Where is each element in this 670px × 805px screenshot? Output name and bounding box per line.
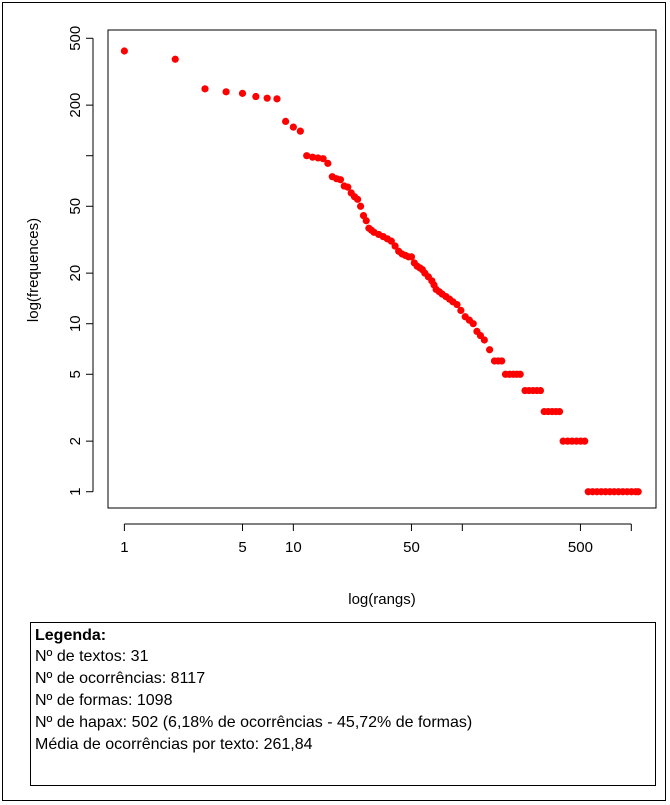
y-tick-label: 5 <box>67 370 84 378</box>
data-point <box>391 242 399 250</box>
plot-area-border <box>107 29 657 509</box>
legend-line-forms: Nº de formas: 1098 <box>35 692 173 709</box>
data-point <box>289 123 297 131</box>
data-point <box>319 155 327 163</box>
y-axis-label: log(frequences) <box>25 218 42 322</box>
data-point <box>201 85 209 93</box>
data-point <box>498 357 506 365</box>
zipf-plot: 1 5 10 50 500 1 2 5 10 20 50 200 500 log(rangs) log… <box>25 26 657 608</box>
data-point <box>362 217 370 225</box>
y-tick-label: 200 <box>67 93 84 118</box>
data-point <box>480 336 488 344</box>
x-tick-label: 10 <box>285 539 302 556</box>
data-point <box>120 47 128 55</box>
y-axis: 1 2 5 10 20 50 200 500 <box>67 26 94 496</box>
y-tick-label: 500 <box>67 26 84 51</box>
x-axis: 1 5 10 50 500 <box>120 523 632 556</box>
data-point <box>555 407 564 416</box>
data-point <box>296 127 304 135</box>
data-point <box>407 253 416 261</box>
y-tick-label: 10 <box>67 315 84 332</box>
legend-line-mean: Média de ocorrências por texto: 261,84 <box>35 736 313 753</box>
data-point <box>303 152 311 160</box>
data-point <box>516 370 524 378</box>
data-point <box>469 320 477 328</box>
data-point <box>457 306 465 315</box>
data-point <box>238 89 247 97</box>
legend-line-occurrences: Nº de ocorrências: 8117 <box>35 670 206 687</box>
x-tick-label: 500 <box>568 539 593 556</box>
data-point <box>324 159 332 167</box>
data-point <box>273 95 281 103</box>
legend-title: Legenda: <box>35 627 107 644</box>
data-point <box>222 88 230 96</box>
x-tick-label: 1 <box>120 539 128 556</box>
y-tick-label: 2 <box>67 437 84 445</box>
legend-line-texts: Nº de textos: 31 <box>35 648 149 665</box>
data-point <box>485 346 494 354</box>
x-axis-label: log(rangs) <box>348 591 416 608</box>
data-points <box>120 47 642 496</box>
data-point <box>336 176 345 184</box>
y-tick-label: 1 <box>67 488 84 496</box>
data-point <box>581 437 589 445</box>
y-tick-label: 50 <box>67 198 84 215</box>
data-point <box>344 183 352 191</box>
data-point <box>282 117 290 126</box>
data-point <box>309 153 317 161</box>
data-point <box>171 55 179 63</box>
data-point <box>634 488 642 496</box>
y-tick-label: 20 <box>67 265 84 282</box>
x-tick-label: 5 <box>238 539 246 556</box>
data-point <box>252 92 260 101</box>
x-tick-label: 50 <box>403 539 420 556</box>
data-point <box>356 202 365 210</box>
data-point <box>263 94 271 102</box>
data-point <box>536 386 545 395</box>
data-point <box>354 195 362 203</box>
data-point <box>387 237 395 245</box>
legend-line-hapax: Nº de hapax: 502 (6,18% de ocorrências -… <box>35 714 473 731</box>
data-point <box>453 300 461 309</box>
legend-box: Legenda: Nº de textos: 31 Nº de ocorrênc… <box>30 622 656 786</box>
